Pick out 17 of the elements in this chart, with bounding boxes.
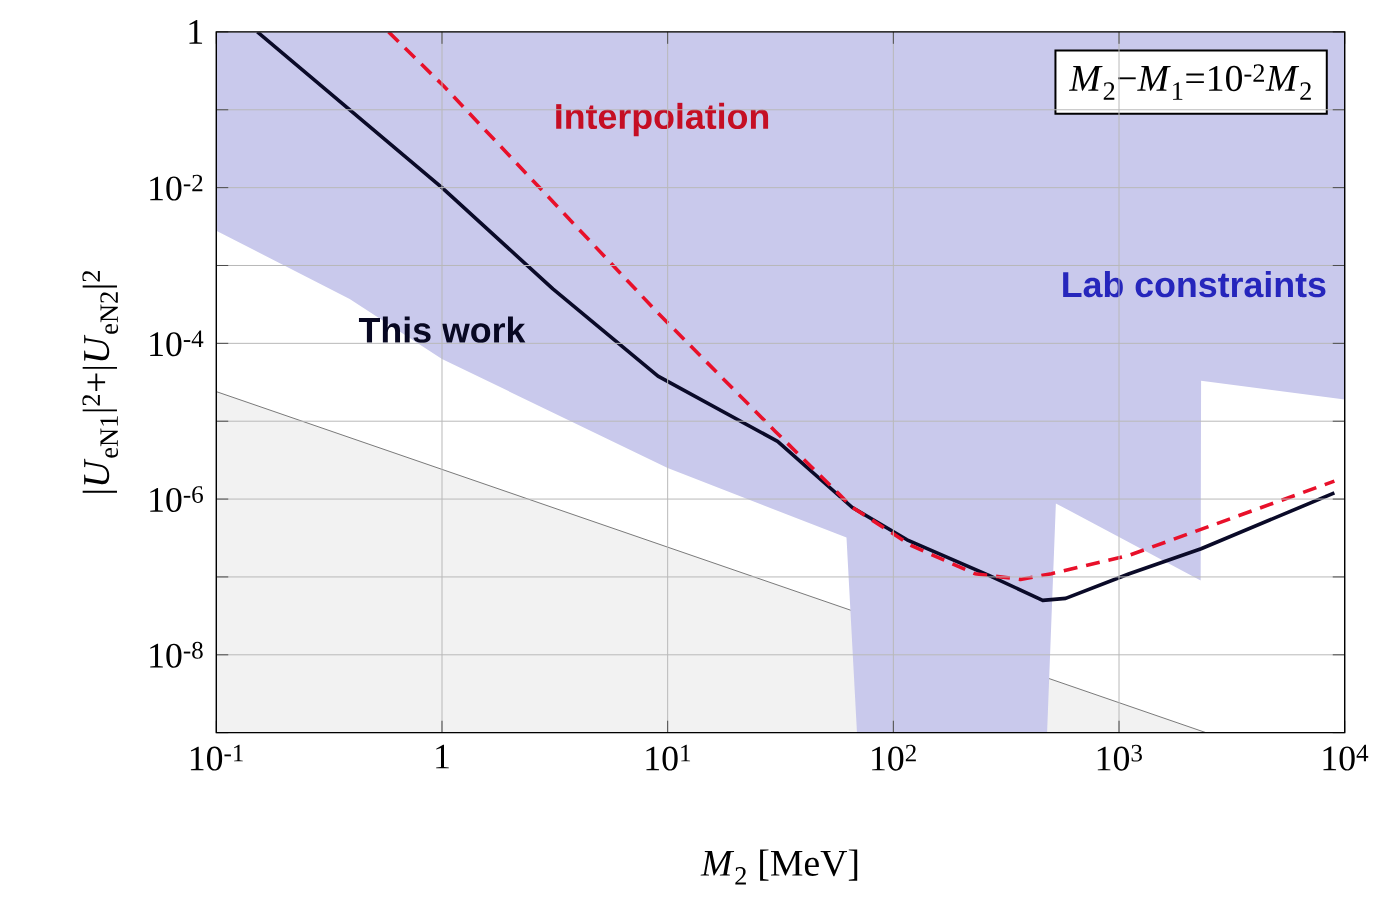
y-tick-label: 1 xyxy=(189,20,203,44)
x-tick-label: 10$^{-1}$ xyxy=(190,744,243,771)
x-tick-label: 10$^{4}$ xyxy=(1323,744,1369,771)
x-axis-title: M$_{2}$ [MeV] xyxy=(700,849,858,885)
text: |U$_{eN1}$|$^{2}$+|U$_{eN2}$|$^{2}$ xyxy=(82,270,119,493)
x-tick-label: 10$^{3}$ xyxy=(1097,744,1142,771)
y-tick-label: 10$^{-6}$ xyxy=(150,486,203,512)
series-label: This work xyxy=(358,316,526,343)
text: M$_{2}$−M$_{1}$=10$^{-2}$M$_{2}$ xyxy=(1068,64,1311,100)
y-tick-label: 10$^{-8}$ xyxy=(150,641,203,668)
series-label: Interpolation xyxy=(556,102,769,137)
x-tick-label: 10$^{1}$ xyxy=(646,744,691,771)
x-tick-label: 10$^{2}$ xyxy=(872,744,916,771)
y-tick-label: 10$^{-2}$ xyxy=(150,174,203,201)
series-label: Lab constraints xyxy=(1063,271,1326,298)
y-tick-label: 10$^{-4}$ xyxy=(150,330,204,357)
x-tick-label: 1 xyxy=(436,744,449,769)
